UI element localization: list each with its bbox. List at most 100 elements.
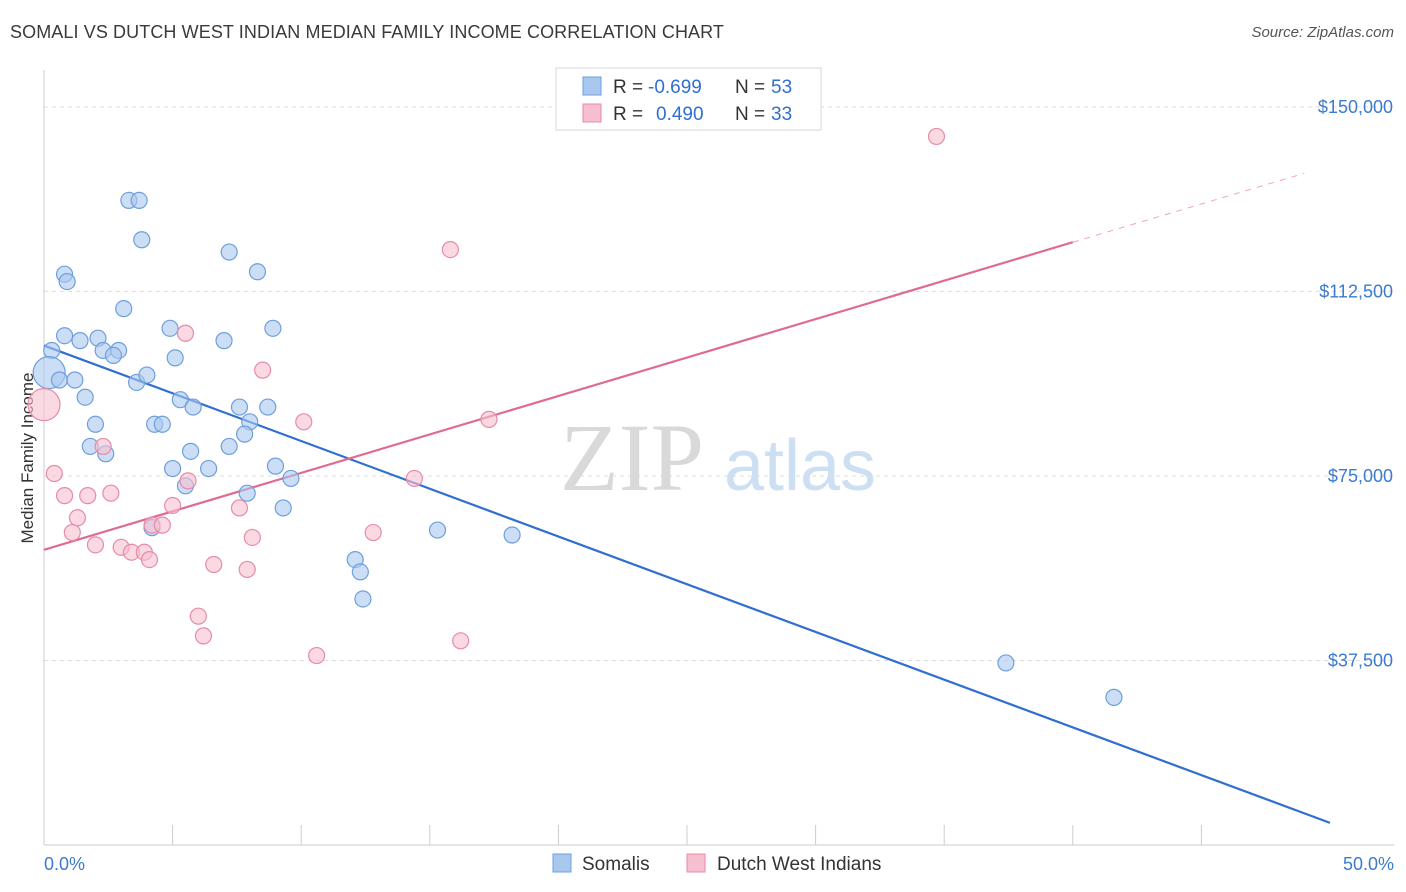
legend-n-value-somali: 53	[771, 77, 792, 98]
point-somali-2	[133, 231, 151, 249]
point-somali-38	[164, 459, 182, 478]
point-somali-17	[104, 346, 123, 364]
point-somali-1	[130, 191, 148, 209]
legend-swatch-somali	[582, 76, 602, 96]
point-dutch-30	[194, 627, 213, 645]
point-somali-35	[220, 437, 238, 456]
point-dutch-6	[295, 413, 313, 431]
y-tick-labels: $37,500 $75,000 $112,500 $150,000	[1318, 97, 1393, 671]
point-somali-29	[86, 415, 105, 433]
point-somali-4	[248, 263, 267, 281]
point-dutch-5	[480, 410, 498, 428]
legend-n-value-dutch: 33	[771, 104, 792, 125]
point-somali-11	[71, 332, 89, 350]
point-somali-25	[171, 391, 189, 409]
y-tick-label-3: $150,000	[1318, 97, 1393, 117]
point-somali-9	[264, 319, 282, 337]
point-dutch-28	[238, 560, 256, 579]
trend-lines	[43, 172, 1331, 824]
point-somali-46	[428, 521, 447, 539]
point-somali-40	[266, 457, 285, 475]
series-legend-label-dutch: Dutch West Indians	[717, 854, 881, 875]
point-dutch-11	[55, 487, 74, 505]
point-somali-3	[220, 243, 238, 261]
point-somali-8	[161, 319, 179, 337]
point-dutch-9	[405, 469, 423, 488]
point-somali-18	[166, 349, 184, 367]
correlation-legend: R = -0.699 N = 53 R = 0.490 N = 33	[555, 67, 822, 131]
point-dutch-29	[189, 607, 207, 625]
trend-line-somali	[43, 344, 1331, 824]
point-somali-49	[351, 563, 369, 581]
point-somali-14	[43, 341, 61, 360]
point-somali-43	[282, 469, 300, 488]
point-somali-44	[274, 499, 292, 517]
series-legend-swatch-somali	[552, 853, 572, 873]
legend-r-value-dutch: 0.490	[656, 104, 704, 125]
point-dutch-32	[308, 646, 326, 665]
point-dutch-21	[243, 528, 261, 547]
x-ticks	[172, 825, 1202, 845]
point-dutch-1	[441, 241, 459, 259]
point-somali-21	[66, 371, 84, 389]
point-somali-20	[50, 371, 69, 389]
trend-line-dutch-extension	[1072, 172, 1305, 243]
y-tick-label-1: $75,000	[1328, 466, 1393, 486]
point-somali-37	[182, 442, 200, 460]
point-dutch-26	[140, 551, 159, 569]
point-somali-33	[236, 425, 254, 443]
point-dutch-15	[230, 499, 249, 517]
point-somali-52	[1105, 688, 1123, 706]
source-label: Source: ZipAtlas.com	[1251, 24, 1394, 41]
point-somali-6	[58, 272, 76, 291]
trend-line-dutch	[43, 241, 1074, 551]
legend-r-label-dutch: R =	[613, 104, 643, 125]
point-somali-31	[153, 415, 171, 433]
point-dutch-12	[79, 487, 97, 505]
point-dutch-14	[164, 496, 182, 515]
series-legend: Somalis Dutch West Indians	[552, 853, 881, 875]
data-points	[27, 127, 1123, 706]
point-somali-39	[200, 459, 218, 478]
watermark-zip: ZIP	[560, 404, 704, 511]
point-somali-26	[184, 398, 202, 416]
point-somali-27	[230, 398, 249, 416]
point-dutch-4	[27, 388, 61, 422]
legend-r-label-somali: R =	[613, 77, 643, 98]
point-dutch-20	[364, 523, 382, 542]
watermark: ZIP atlas	[560, 404, 876, 511]
legend-n-label-somali: N =	[735, 77, 765, 98]
y-tick-label-2: $112,500	[1319, 281, 1393, 301]
y-tick-label-0: $37,500	[1328, 650, 1393, 670]
point-dutch-13	[102, 484, 120, 502]
point-somali-47	[503, 526, 521, 544]
point-dutch-18	[153, 516, 171, 534]
point-dutch-27	[205, 555, 223, 574]
chart-title: SOMALI VS DUTCH WEST INDIAN MEDIAN FAMIL…	[10, 22, 725, 42]
watermark-atlas: atlas	[724, 426, 876, 506]
point-dutch-3	[254, 361, 272, 379]
point-dutch-2	[176, 324, 195, 342]
axes	[43, 70, 1394, 846]
x-tick-label-max: 50.0%	[1343, 854, 1394, 874]
point-somali-13	[215, 332, 233, 350]
point-dutch-31	[452, 632, 470, 650]
legend-n-label-dutch: N =	[735, 104, 765, 125]
point-somali-51	[997, 654, 1015, 672]
point-somali-7	[115, 300, 133, 318]
point-somali-24	[76, 388, 94, 406]
point-dutch-8	[45, 464, 63, 483]
point-somali-10	[55, 327, 74, 345]
point-somali-28	[259, 398, 277, 416]
point-dutch-7	[94, 437, 112, 456]
point-dutch-10	[179, 472, 197, 490]
series-legend-label-somali: Somalis	[582, 854, 650, 875]
point-dutch-16	[68, 509, 87, 527]
point-dutch-19	[63, 523, 81, 542]
x-tick-labels: 0.0% 50.0%	[44, 854, 1394, 874]
point-dutch-0	[927, 127, 946, 146]
series-legend-swatch-dutch	[686, 853, 706, 873]
point-somali-23	[138, 366, 156, 384]
legend-swatch-dutch	[582, 103, 602, 123]
